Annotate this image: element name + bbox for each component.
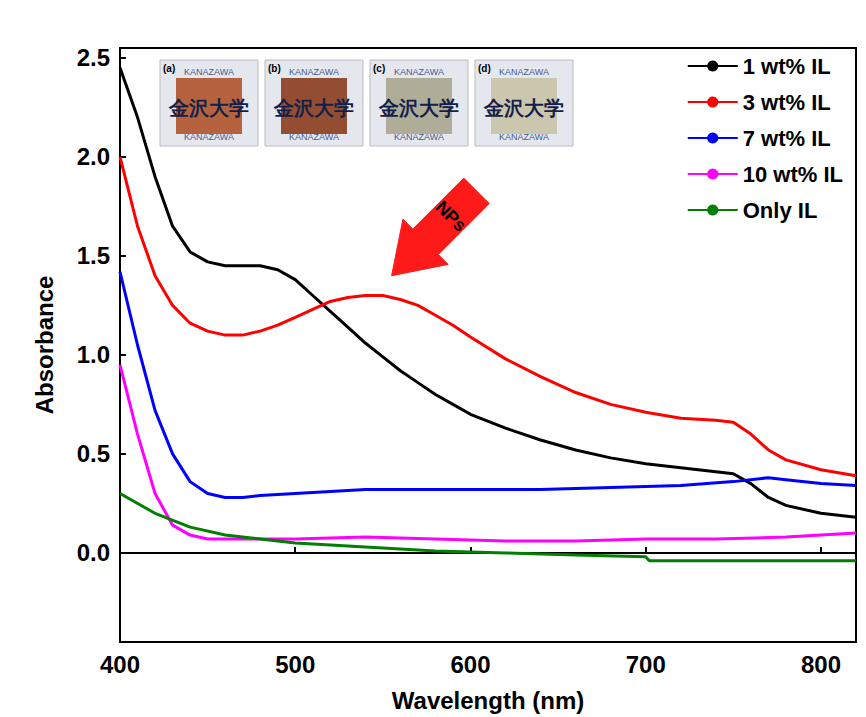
svg-text:NPs: NPs [432,197,471,236]
svg-text:0.0: 0.0 [77,539,110,566]
svg-text:10 wt% IL: 10 wt% IL [743,162,843,187]
svg-text:2.5: 2.5 [77,44,110,71]
svg-text:(a): (a) [163,63,175,74]
svg-text:7 wt% IL: 7 wt% IL [743,126,831,151]
svg-text:KANAZAWA: KANAZAWA [394,67,444,77]
svg-text:2.0: 2.0 [77,143,110,170]
svg-text:(b): (b) [268,63,281,74]
svg-text:KANAZAWA: KANAZAWA [184,132,234,142]
svg-text:KANAZAWA: KANAZAWA [394,132,444,142]
svg-text:700: 700 [626,651,666,678]
svg-text:1.5: 1.5 [77,242,110,269]
svg-text:(c): (c) [373,63,385,74]
svg-text:400: 400 [100,651,140,678]
svg-text:金沢大学: 金沢大学 [483,96,564,120]
svg-text:500: 500 [275,651,315,678]
svg-text:KANAZAWA: KANAZAWA [499,132,549,142]
svg-text:(d): (d) [478,63,491,74]
svg-text:金沢大学: 金沢大学 [273,96,354,120]
svg-text:1 wt% IL: 1 wt% IL [743,54,831,79]
svg-text:Absorbance: Absorbance [31,276,58,415]
svg-text:KANAZAWA: KANAZAWA [184,67,234,77]
svg-text:金沢大学: 金沢大学 [378,96,459,120]
svg-text:800: 800 [801,651,841,678]
svg-text:Wavelength (nm): Wavelength (nm) [392,687,584,714]
svg-text:金沢大学: 金沢大学 [168,96,249,120]
svg-text:1.0: 1.0 [77,341,110,368]
svg-text:Only IL: Only IL [743,198,818,223]
svg-text:KANAZAWA: KANAZAWA [289,132,339,142]
svg-text:KANAZAWA: KANAZAWA [289,67,339,77]
svg-text:KANAZAWA: KANAZAWA [499,67,549,77]
svg-text:3 wt% IL: 3 wt% IL [743,90,831,115]
svg-text:0.5: 0.5 [77,440,110,467]
svg-text:600: 600 [450,651,490,678]
